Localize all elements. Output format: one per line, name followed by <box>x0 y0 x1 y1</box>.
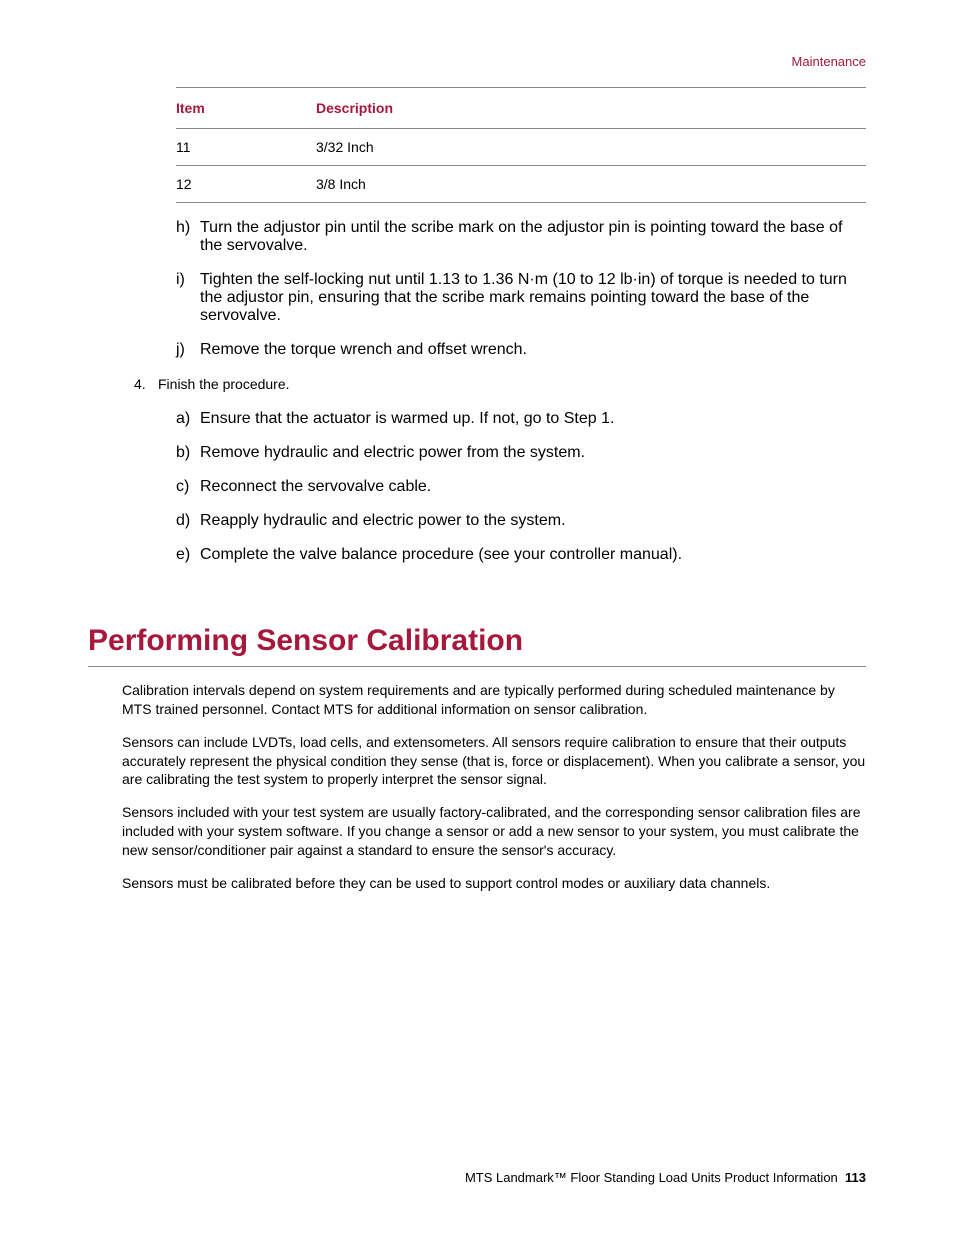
list-item: j) Remove the torque wrench and offset w… <box>176 341 866 359</box>
list-item: h) Turn the adjustor pin until the scrib… <box>176 219 866 255</box>
step-text: Turn the adjustor pin until the scribe m… <box>200 219 866 255</box>
body-paragraph: Sensors can include LVDTs, load cells, a… <box>122 733 866 790</box>
step-marker: d) <box>176 512 200 530</box>
step-marker: a) <box>176 410 200 428</box>
step-marker: e) <box>176 546 200 564</box>
document-page: Maintenance Item Description 11 3/32 Inc… <box>0 0 954 1235</box>
list-item: c) Reconnect the servovalve cable. <box>176 478 866 496</box>
footer-doc-title: MTS Landmark™ Floor Standing Load Units … <box>465 1170 838 1185</box>
body-paragraph: Sensors must be calibrated before they c… <box>122 874 866 893</box>
substeps-group-2: a) Ensure that the actuator is warmed up… <box>176 410 866 564</box>
step-text: Finish the procedure. <box>158 375 866 394</box>
table-cell: 11 <box>176 129 316 166</box>
step-text: Reconnect the servovalve cable. <box>200 478 866 496</box>
footer-page-number: 113 <box>845 1170 866 1185</box>
item-description-table: Item Description 11 3/32 Inch 12 3/8 Inc… <box>176 88 866 203</box>
step-text: Complete the valve balance procedure (se… <box>200 546 866 564</box>
step-marker: i) <box>176 271 200 325</box>
substeps-group-1: h) Turn the adjustor pin until the scrib… <box>176 219 866 359</box>
table-row: 11 3/32 Inch <box>176 129 866 166</box>
table-header-description: Description <box>316 88 866 129</box>
header-section-label: Maintenance <box>88 54 866 69</box>
step-marker: c) <box>176 478 200 496</box>
table-header-row: Item Description <box>176 88 866 129</box>
list-item: d) Reapply hydraulic and electric power … <box>176 512 866 530</box>
step-marker: j) <box>176 341 200 359</box>
list-item: i) Tighten the self-locking nut until 1.… <box>176 271 866 325</box>
table-row: 12 3/8 Inch <box>176 166 866 203</box>
list-item: e) Complete the valve balance procedure … <box>176 546 866 564</box>
page-footer: MTS Landmark™ Floor Standing Load Units … <box>465 1170 866 1185</box>
step-text: Tighten the self-locking nut until 1.13 … <box>200 271 866 325</box>
list-item: a) Ensure that the actuator is warmed up… <box>176 410 866 428</box>
step-text: Ensure that the actuator is warmed up. I… <box>200 410 866 428</box>
table-header-item: Item <box>176 88 316 129</box>
step-text: Remove the torque wrench and offset wren… <box>200 341 866 359</box>
step-text: Remove hydraulic and electric power from… <box>200 444 866 462</box>
step-marker: b) <box>176 444 200 462</box>
step-text: Reapply hydraulic and electric power to … <box>200 512 866 530</box>
table-cell: 3/8 Inch <box>316 166 866 203</box>
list-item: b) Remove hydraulic and electric power f… <box>176 444 866 462</box>
body-paragraph: Sensors included with your test system a… <box>122 803 866 860</box>
table-cell: 12 <box>176 166 316 203</box>
step-marker: 4. <box>134 375 158 394</box>
body-paragraph: Calibration intervals depend on system r… <box>122 681 866 719</box>
section-heading: Performing Sensor Calibration <box>88 624 866 667</box>
step-marker: h) <box>176 219 200 255</box>
table-cell: 3/32 Inch <box>316 129 866 166</box>
numbered-step: 4. Finish the procedure. <box>134 375 866 394</box>
